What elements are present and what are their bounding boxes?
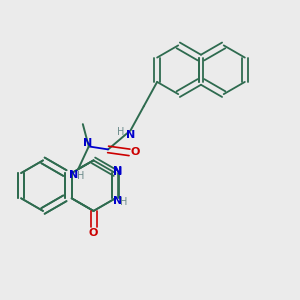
Text: N: N	[112, 166, 122, 176]
Text: N: N	[69, 170, 78, 180]
Text: H: H	[120, 197, 127, 207]
Text: H: H	[117, 127, 124, 136]
Text: H: H	[77, 171, 85, 181]
Text: N: N	[126, 130, 135, 140]
Text: N: N	[112, 196, 122, 206]
Text: O: O	[130, 147, 140, 158]
Text: O: O	[89, 228, 98, 238]
Text: N: N	[83, 138, 92, 148]
Text: N: N	[113, 167, 122, 177]
